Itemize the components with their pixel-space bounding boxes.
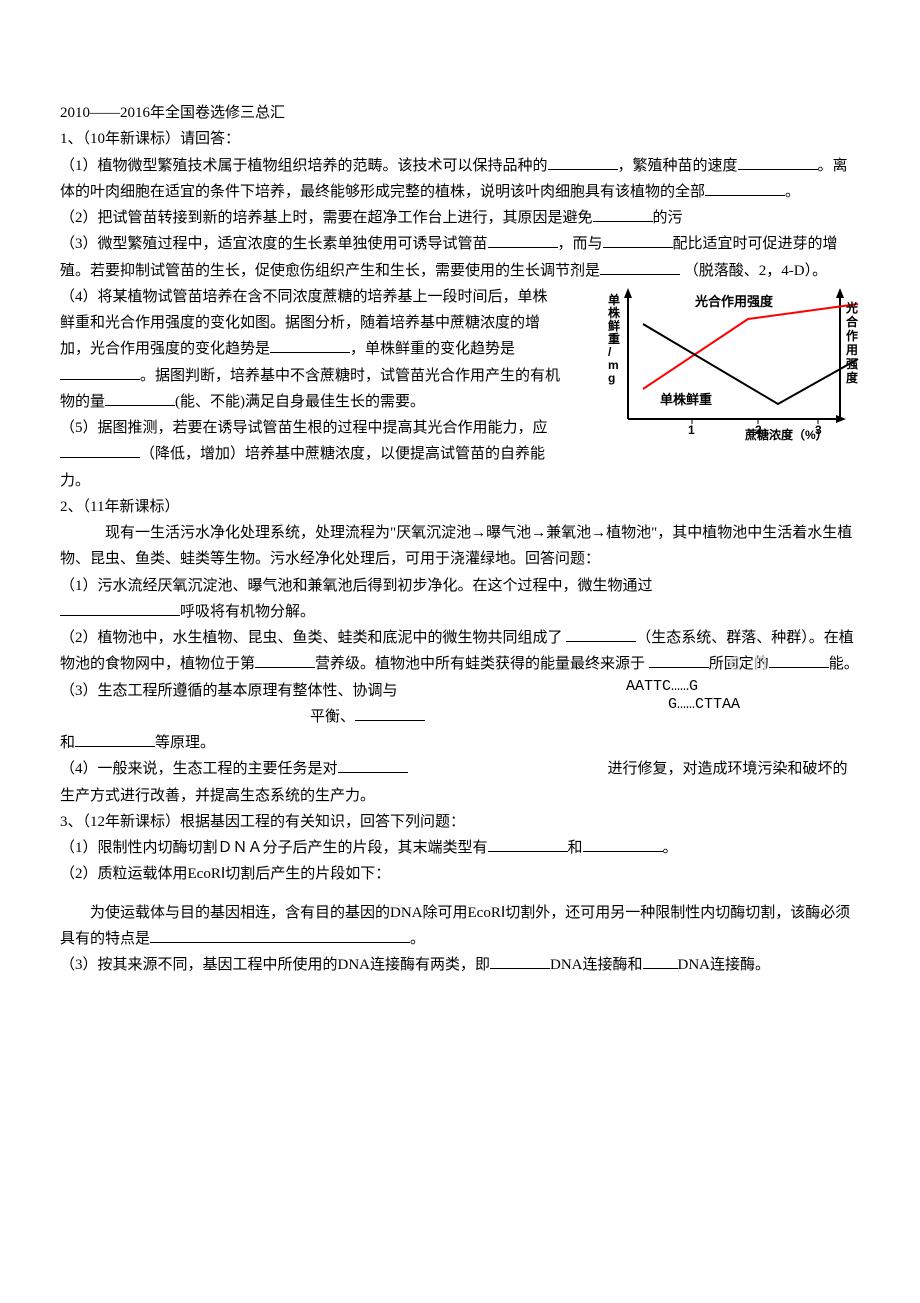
q2-p3-b: 平衡、 <box>310 709 355 725</box>
q2-p3-a: （3）生态工程所遵循的基本原理有整体性、协调与 <box>60 683 398 699</box>
q2-p2-e: 能。 <box>829 656 859 672</box>
blank <box>548 154 618 170</box>
q3-p1-a: （1）限制性内切酶切割ＤＮＡ分子后产生的片段，其末端类型有 <box>60 840 488 856</box>
blank <box>75 731 155 747</box>
q1-header: 1、（10年新课标）请回答： <box>60 126 860 152</box>
svg-text:单株鲜重/mg: 单株鲜重/mg <box>608 292 621 385</box>
q2-p3-d: 等原理。 <box>155 735 215 751</box>
q3-p2a: （2）质粒运载体用EcoRⅠ切割后产生的片段如下： <box>60 861 860 887</box>
q1-p4: （4）将某植物试管苗培养在含不同浓度蔗糖的培养基上一段时间后，单株鲜重和光合作用… <box>60 284 560 415</box>
q3-p2b: 为使运载体与目的基因相连，含有目的基因的DNA除可用EcoRⅠ切割外，还可用另一… <box>60 900 860 953</box>
svg-text:单株鲜重: 单株鲜重 <box>660 392 712 407</box>
q2-p2-c: 营养级。植物池中所有蛙类获得的能量最终来源于 <box>315 656 645 672</box>
q1-p3-b: ，而与 <box>558 236 603 252</box>
dna-line2: G……CTTAA <box>668 696 740 714</box>
blank <box>338 757 408 773</box>
blank <box>255 652 315 668</box>
q1-p3: （3）微型繁殖过程中，适宜浓度的生长素单独使用可诱导试管苗，而与配比适宜时可促进… <box>60 231 860 284</box>
svg-text:1: 1 <box>688 423 695 437</box>
q2-p1-b: 呼吸将有机物分解。 <box>180 604 315 620</box>
q2-p1: （1）污水流经厌氧沉淀池、曝气池和兼氧池后得到初步净化。在这个过程中，微生物通过… <box>60 573 860 626</box>
blank <box>705 180 785 196</box>
document-page: 2010——2016年全国卷选修三总汇 1、（10年新课标）请回答： （1）植物… <box>0 0 920 1018</box>
blank <box>643 953 678 969</box>
q3-p3-c: DNA连接酶。 <box>678 957 771 973</box>
q3-p3-a: （3）按其来源不同，基因工程中所使用的DNA连接酶有两类，即 <box>60 957 490 973</box>
q1-p1-d: 。 <box>785 184 800 200</box>
blank <box>60 364 140 380</box>
q2-p3-c: 和 <box>60 735 75 751</box>
q3-p3: （3）按其来源不同，基因工程中所使用的DNA连接酶有两类，即 DNA连接酶和 DNA… <box>60 952 860 978</box>
blank <box>738 154 818 170</box>
q1-p5: （5）据图推测，若要在诱导试管苗生根的过程中提高其光合作用能力，应（降低，增加）… <box>60 415 560 494</box>
q3-p1-c: 。 <box>663 840 678 856</box>
chart-sucrose: 光合作用强度 单株鲜重 单株鲜重/mg 光合作用强度 蔗糖浓度（%） 1 2 3 <box>600 284 860 454</box>
doc-title: 2010——2016年全国卷选修三总汇 <box>60 100 860 126</box>
blank <box>488 836 568 852</box>
q3-p1: （1）限制性内切酶切割ＤＮＡ分子后产生的片段，其末端类型有 和 。 <box>60 835 860 861</box>
blank <box>600 259 680 275</box>
q1-p1-a: （1）植物微型繁殖技术属于植物组织培养的范畴。该技术可以保持品种的 <box>60 158 548 174</box>
q2-p1-a: （1）污水流经厌氧沉淀池、曝气池和兼氧池后得到初步净化。在这个过程中，微生物通过 <box>60 578 653 594</box>
q3-p1-b: 和 <box>568 840 583 856</box>
svg-text:光合作用强度: 光合作用强度 <box>845 300 859 385</box>
blank <box>649 652 709 668</box>
q2-p3-wrap: （3）生态工程所遵循的基本原理有整体性、协调与平衡、和 等原理。 （4）一般来说，… <box>60 678 860 809</box>
blank <box>355 705 425 721</box>
blank <box>60 600 180 616</box>
q2-p3: （3）生态工程所遵循的基本原理有整体性、协调与平衡、和 等原理。 <box>60 678 500 757</box>
blank <box>270 337 350 353</box>
q1-p2-b: 的污 <box>653 210 683 226</box>
q1-p4-b: ，单株鲜重的变化趋势是 <box>350 341 515 357</box>
q1-p1-b: ，繁殖种苗的速度 <box>618 158 738 174</box>
blank <box>105 390 175 406</box>
q2-p2-a: （2）植物池中，水生植物、昆虫、鱼类、蛙类和底泥中的微生物共同组成了 <box>60 630 563 646</box>
q2-p4: （4）一般来说，生态工程的主要任务是对进行修复，对造成环境污染和破坏的生产方式进… <box>60 756 860 809</box>
svg-text:3: 3 <box>815 423 822 437</box>
blank <box>593 206 653 222</box>
q1-p1: （1）植物微型繁殖技术属于植物组织培养的范畴。该技术可以保持品种的 ，繁殖种苗的速… <box>60 153 860 206</box>
svg-text:光合作用强度: 光合作用强度 <box>694 294 774 309</box>
blank <box>150 927 410 943</box>
dna-line1: AATTC……G <box>626 678 740 696</box>
blank <box>583 836 663 852</box>
q2-intro: 现有一生活污水净化处理系统，处理流程为"厌氧沉淀池→曝气池→兼氧池→植物池"，其… <box>60 520 860 573</box>
blank <box>603 232 673 248</box>
q1-p3-d: （脱落酸、2，4-D）。 <box>684 263 827 279</box>
svg-text:2: 2 <box>755 423 762 437</box>
q3-header: 3、（12年新课标）根据基因工程的有关知识，回答下列问题： <box>60 809 860 835</box>
blank <box>566 626 636 642</box>
q1-p4-wrap: （4）将某植物试管苗培养在含不同浓度蔗糖的培养基上一段时间后，单株鲜重和光合作用… <box>60 284 860 494</box>
q1-p2: （2）把试管苗转接到新的培养基上时，需要在超净工作台上进行，其原因是避免 的污 <box>60 205 860 231</box>
blank <box>60 442 140 458</box>
q1-p5-a: （5）据图推测，若要在诱导试管苗生根的过程中提高其光合作用能力，应 <box>60 420 548 436</box>
spacer <box>60 888 860 900</box>
q1-p2-a: （2）把试管苗转接到新的培养基上时，需要在超净工作台上进行，其原因是避免 <box>60 210 593 226</box>
q2-p4-a: （4）一般来说，生态工程的主要任务是对 <box>60 761 338 777</box>
blank <box>490 953 550 969</box>
q1-p4-d: (能、不能)满足自身最佳生长的需要。 <box>175 394 425 410</box>
q3-p2c: 。 <box>410 931 425 947</box>
q3-p3-b: DNA连接酶和 <box>550 957 643 973</box>
q1-p3-a: （3）微型繁殖过程中，适宜浓度的生长素单独使用可诱导试管苗 <box>60 236 488 252</box>
dna-fragment: AATTC……G G……CTTAA <box>626 678 740 714</box>
q2-header: 2、（11年新课标） <box>60 494 860 520</box>
blank <box>488 232 558 248</box>
